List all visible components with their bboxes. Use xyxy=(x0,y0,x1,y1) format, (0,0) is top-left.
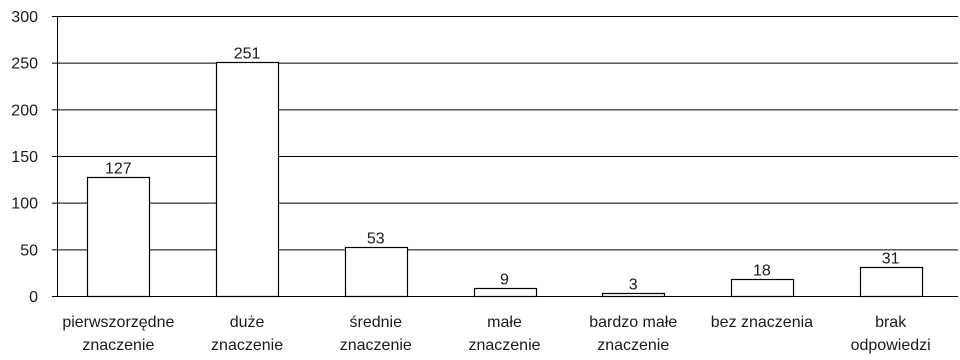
data-label: 3 xyxy=(629,277,638,294)
bar xyxy=(473,287,538,298)
x-category-label: znaczenie xyxy=(468,337,540,354)
y-tick-label: 200 xyxy=(11,102,38,119)
data-label: 31 xyxy=(882,251,900,268)
y-tick-label: 300 xyxy=(11,9,38,26)
x-category-label: pierwszorzędne xyxy=(62,314,174,331)
x-category-label: brak xyxy=(875,314,907,331)
x-category-label: znaczenie xyxy=(211,337,283,354)
bars xyxy=(86,61,924,298)
data-label: 251 xyxy=(234,46,261,63)
bar xyxy=(215,61,280,298)
x-category-label: bez znaczenia xyxy=(711,314,813,331)
x-category-label: znaczenie xyxy=(340,337,412,354)
y-tick-label: 100 xyxy=(11,196,38,213)
y-tick-label: 250 xyxy=(11,56,38,73)
bar xyxy=(859,266,924,298)
x-category-label: małe xyxy=(487,314,522,331)
data-label: 18 xyxy=(753,263,771,280)
bar xyxy=(730,278,795,298)
x-category-label: odpowiedzi xyxy=(851,337,931,354)
data-label: 53 xyxy=(367,231,385,248)
gridlines xyxy=(57,16,958,251)
data-label: 9 xyxy=(500,272,509,289)
bar xyxy=(601,292,666,298)
x-category-label: bardzo małe xyxy=(589,314,677,331)
y-tick-label: 0 xyxy=(29,289,38,306)
x-category-label: znaczenie xyxy=(597,337,669,354)
y-tick-label: 150 xyxy=(11,149,38,166)
x-category-label: duże xyxy=(230,314,265,331)
y-tick-label: 50 xyxy=(20,242,38,259)
x-category-label: średnie xyxy=(350,314,403,331)
bar xyxy=(344,246,409,298)
bar xyxy=(86,176,151,298)
data-label: 127 xyxy=(105,161,132,178)
x-category-label: znaczenie xyxy=(82,337,154,354)
labels: 0 50 100 150 200 250 300 127 pierwszorzędne znacz… xyxy=(11,9,930,354)
